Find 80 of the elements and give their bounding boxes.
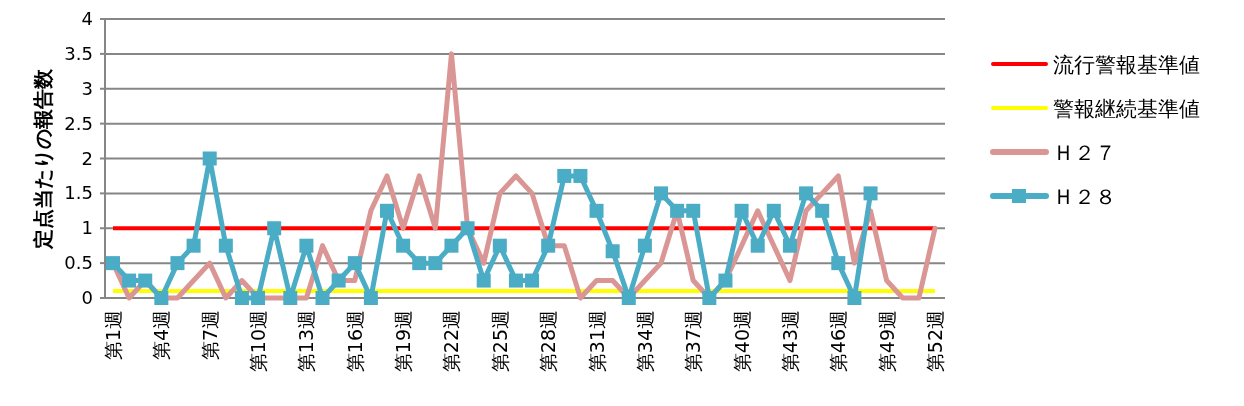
point (315, 291, 330, 305)
legend-label: Ｈ２８ (1053, 185, 1116, 209)
x-tick-label: 第16週 (343, 310, 366, 373)
x-tick-label: 第52週 (924, 310, 946, 373)
point (863, 186, 878, 201)
point (702, 291, 717, 305)
point (154, 291, 169, 305)
point (380, 203, 394, 218)
y-tick-label: 0 (81, 287, 93, 308)
point (202, 151, 217, 166)
point (718, 273, 733, 288)
point (460, 221, 475, 236)
y-tick-label: 1.5 (64, 182, 93, 204)
x-tick-label: 第19週 (392, 310, 415, 373)
point (396, 238, 411, 253)
y-tick-label: 3 (81, 77, 93, 99)
point (170, 256, 185, 271)
legend-label: Ｈ２７ (1053, 141, 1116, 165)
point (541, 238, 556, 253)
point (412, 256, 427, 271)
x-tick-label: 第37週 (682, 310, 705, 373)
point (557, 168, 572, 183)
point (251, 291, 266, 305)
point (138, 273, 153, 288)
x-tick-label: 第1週 (102, 310, 124, 361)
point (299, 238, 314, 253)
y-tick-label: 2 (81, 147, 93, 169)
y-tick-label: 1 (81, 217, 93, 239)
y-tick-label: 3.5 (64, 42, 93, 64)
point (670, 203, 685, 218)
legend-label: 流行警報基準値 (1053, 53, 1200, 77)
point (444, 238, 459, 253)
point (186, 238, 201, 253)
point (621, 291, 636, 305)
x-tick-label: 第31週 (585, 310, 608, 373)
point (283, 291, 298, 305)
point (589, 203, 604, 218)
point (267, 221, 282, 236)
point (766, 203, 781, 218)
point (750, 238, 765, 253)
x-tick-label: 第4週 (150, 310, 173, 361)
x-tick-label: 第49週 (875, 310, 898, 373)
point (363, 291, 378, 305)
point (525, 273, 540, 288)
point (831, 256, 846, 271)
point (782, 238, 797, 253)
point (347, 256, 362, 271)
point (122, 273, 137, 288)
point (492, 238, 507, 253)
point (686, 203, 701, 218)
point (847, 291, 862, 305)
x-tick-label: 第7週 (198, 310, 221, 361)
point (573, 168, 588, 183)
point (734, 203, 749, 218)
point (476, 273, 491, 288)
point (428, 256, 443, 271)
point (815, 203, 830, 218)
x-tick-label: 第25週 (488, 310, 511, 373)
point (331, 273, 346, 288)
point (654, 186, 668, 201)
point (106, 256, 120, 271)
x-tick-label: 第43週 (778, 310, 801, 373)
point (799, 186, 814, 201)
x-tick-label: 第28週 (537, 310, 560, 373)
y-tick-label: 4 (81, 8, 93, 29)
x-tick-label: 第34週 (633, 310, 656, 373)
point (605, 244, 620, 259)
x-tick-label: 第22週 (440, 310, 463, 373)
y-tick-label: 2.5 (64, 112, 93, 134)
point (637, 238, 652, 253)
legend-label: 警報継続基準値 (1053, 97, 1200, 121)
y-axis-title: 定点当たりの報告数 (31, 67, 55, 250)
x-tick-label: 第40週 (730, 310, 753, 373)
point (508, 273, 523, 288)
y-tick-label: 0.5 (64, 252, 93, 274)
point (218, 238, 233, 253)
point (234, 291, 249, 305)
x-tick-label: 第13週 (295, 310, 318, 373)
x-tick-label: 第10週 (247, 310, 270, 373)
x-tick-label: 第46週 (827, 310, 850, 373)
